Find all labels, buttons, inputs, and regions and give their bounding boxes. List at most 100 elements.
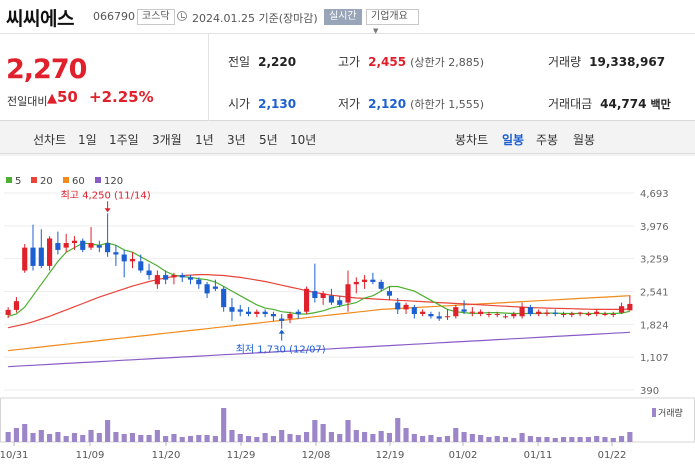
tab-1d[interactable]: 1일 [78,133,97,147]
live-button[interactable]: 실시간 [324,9,362,25]
y-tick-label: 390 [640,386,659,397]
candle-body [569,313,575,315]
tab-3y[interactable]: 3년 [227,133,246,147]
prev-close: 전일 2,220 [228,53,296,70]
tab-monthly[interactable]: 월봉 [573,133,596,147]
trade-amount: 거래대금 44,774 백만 [548,95,671,112]
tab-1w[interactable]: 1주일 [109,133,139,147]
candle-body [121,254,127,262]
volume-bar [494,436,500,442]
volume-bar [212,436,218,442]
tab-3m[interactable]: 3개월 [152,133,182,147]
candle-body [436,316,442,319]
volume-bar [154,430,160,442]
max-price-annotation: 최고 4,250 (11/14) [61,189,151,201]
volume-bar [5,432,11,442]
volume-bar [337,434,343,442]
up-triangle-icon: ▲ [47,91,57,106]
volume-bar [610,438,616,442]
candle-body [618,306,625,313]
stock-code: 066790 [93,10,135,23]
legend-label: 5 [15,176,21,187]
volume-bars [5,408,633,442]
tab-10y[interactable]: 10년 [290,133,317,147]
tab-1y[interactable]: 1년 [195,133,214,147]
change-label: 전일대비 [7,95,48,108]
volume-bar [502,437,509,442]
candle-body [13,301,20,310]
candle-body [204,284,210,294]
candle-body [295,311,301,315]
candle-body [287,314,293,319]
candle-body [411,307,417,315]
amount-label: 거래대금 [548,97,593,111]
quote-panel: 2,270 전일대비 ▲50 +2.25% 전일 2,220 고가 2,455 (상한… [0,34,695,121]
volume-bar [237,434,243,442]
candle-body [536,311,542,315]
min-price-annotation: 최저 1,730 (12/07) [236,344,326,356]
candle-body [187,277,194,280]
candle-body [245,311,252,315]
candle-body [146,270,152,276]
candle-body [403,304,409,310]
change-percent: +2.25% [89,88,154,106]
volume-bar [113,432,119,442]
x-tick-label: 10/31 [0,450,28,461]
y-tick-label: 1,107 [640,353,669,364]
divider [208,34,209,121]
volume-bar [602,437,608,442]
volume-bar [254,437,260,442]
ma120-line [8,331,630,368]
candle-body [552,312,558,315]
candle-body [602,314,608,316]
volume-bar [345,420,351,442]
volume-bar [486,437,492,442]
volume-bar [627,432,633,442]
candle-body [610,314,616,316]
tab-daily[interactable]: 일봉 [502,133,525,147]
candle-body [519,307,525,317]
x-tick-label: 11/20 [152,450,181,461]
market-badge: 코스닥 [137,9,175,25]
low-value: 2,120 [368,97,407,111]
line-chart-label: 선차트 [33,133,67,147]
volume-bar [221,408,227,442]
tab-weekly[interactable]: 주봉 [536,133,559,147]
legend-label: 120 [104,176,123,187]
candle-body [212,286,218,289]
ma20-line [7,273,630,329]
candle-body [353,281,359,285]
candle-body [113,252,119,255]
tab-5y[interactable]: 5년 [259,133,278,147]
volume-bar [403,428,409,442]
y-tick-label: 4,693 [640,189,669,200]
candle-body [461,309,467,312]
legend-swatch [6,177,12,183]
candle-body [420,311,426,315]
volume-bar [618,436,625,442]
high-value: 2,455 [368,55,407,69]
company-info-dropdown[interactable]: 기업개요 ▼ [366,9,419,35]
volume-bar [245,436,252,442]
x-tick-label: 11/09 [76,450,105,461]
volume-bar [544,437,550,442]
volume-bar [88,430,94,442]
volume-bar [303,432,310,442]
candle-body [221,288,227,308]
stock-chart[interactable]: 4,693 3,976 3,259 2,541 1,824 1,107 390 10/31 11… [0,154,695,472]
candle-body [237,309,243,312]
volume-label: 거래량 [548,55,582,69]
candle-body [55,243,61,250]
candle-body [594,311,600,315]
chart-axes: 4,693 3,976 3,259 2,541 1,824 1,107 390 10/31 11… [0,189,669,461]
candle-body [312,291,318,298]
x-tick-label: 01/02 [449,450,478,461]
volume-bar [187,436,194,442]
candle-body [179,275,185,278]
volume-bar [279,430,285,442]
candle-body [386,291,393,296]
volume-bar [171,434,177,442]
volume-bar [362,432,368,442]
candle-body [478,311,484,315]
volume-bar [511,438,517,442]
